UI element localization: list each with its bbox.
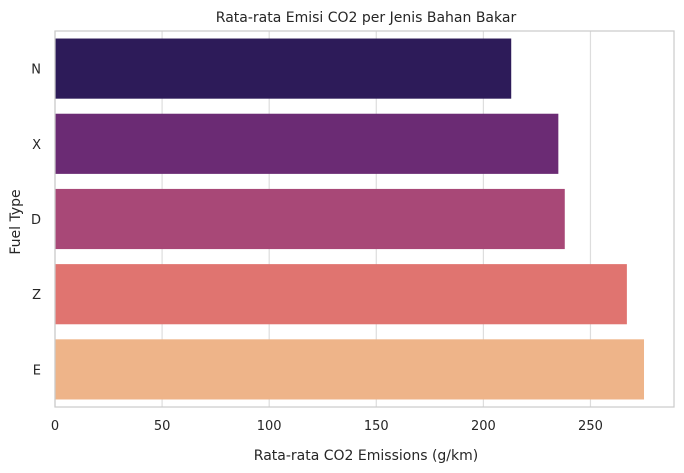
bar-X xyxy=(55,113,559,174)
chart-title: Rata-rata Emisi CO2 per Jenis Bahan Baka… xyxy=(216,10,517,26)
x-tick-label: 200 xyxy=(471,419,496,434)
bar-D xyxy=(55,188,565,250)
x-tick-label: 250 xyxy=(578,419,603,434)
y-tick-label-Z: Z xyxy=(32,288,41,303)
y-tick-label-N: N xyxy=(31,63,41,78)
x-tick-label: 150 xyxy=(364,419,389,434)
y-tick-label-D: D xyxy=(31,213,41,228)
y-tick-label-X: X xyxy=(32,138,41,153)
x-tick-label: 0 xyxy=(51,419,59,434)
bar-N xyxy=(55,38,512,99)
bars xyxy=(55,38,645,400)
y-tick-label-E: E xyxy=(33,363,41,378)
y-axis-label: Fuel Type xyxy=(8,189,24,254)
plot-frame xyxy=(54,30,675,408)
bar-Z xyxy=(55,264,627,325)
x-tick-label: 100 xyxy=(257,419,282,434)
x-axis-label: Rata-rata CO2 Emissions (g/km) xyxy=(254,448,478,464)
x-tick-label: 50 xyxy=(154,419,171,434)
x-tick-labels: 0 50 100 150 200 250 xyxy=(51,419,603,434)
y-tick-labels: N X D Z E xyxy=(31,63,41,379)
bar-E xyxy=(55,339,645,400)
